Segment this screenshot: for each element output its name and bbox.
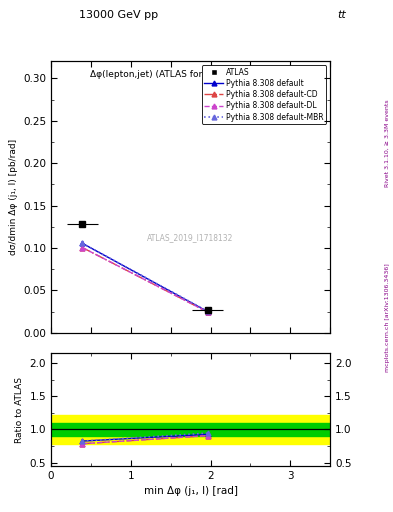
Text: ATLAS_2019_I1718132: ATLAS_2019_I1718132	[147, 233, 234, 242]
Text: Rivet 3.1.10, ≥ 3.3M events: Rivet 3.1.10, ≥ 3.3M events	[385, 99, 390, 187]
Text: mcplots.cern.ch [arXiv:1306.3436]: mcplots.cern.ch [arXiv:1306.3436]	[385, 263, 390, 372]
Y-axis label: Ratio to ATLAS: Ratio to ATLAS	[15, 377, 24, 442]
Text: tt: tt	[337, 10, 346, 20]
Text: 13000 GeV pp: 13000 GeV pp	[79, 10, 158, 20]
Text: Δφ(lepton,jet) (ATLAS for leptoquark search): Δφ(lepton,jet) (ATLAS for leptoquark sea…	[90, 70, 291, 78]
X-axis label: min Δφ (j₁, l) [rad]: min Δφ (j₁, l) [rad]	[143, 486, 238, 496]
Legend: ATLAS, Pythia 8.308 default, Pythia 8.308 default-CD, Pythia 8.308 default-DL, P: ATLAS, Pythia 8.308 default, Pythia 8.30…	[202, 65, 326, 124]
Y-axis label: dσ/dmin Δφ (j₁, l) [pb/rad]: dσ/dmin Δφ (j₁, l) [pb/rad]	[9, 139, 18, 255]
